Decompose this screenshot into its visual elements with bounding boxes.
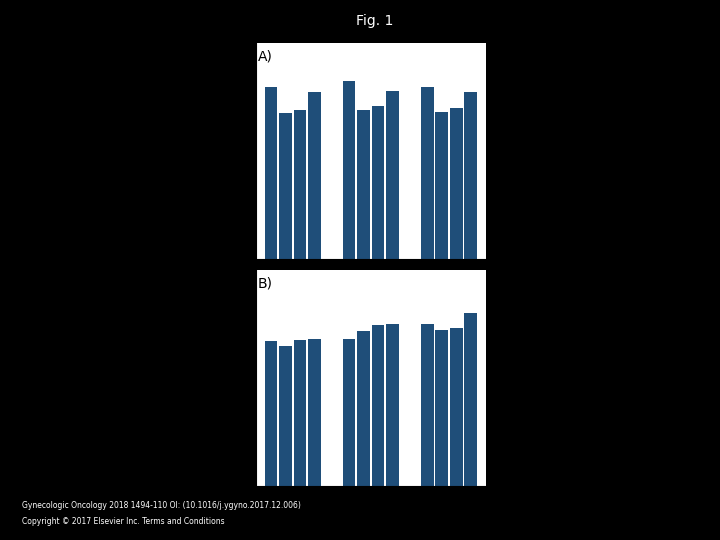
Bar	[294, 340, 306, 486]
Bar	[308, 92, 321, 259]
Text: Fig. 1: Fig. 1	[356, 14, 393, 28]
Bar	[436, 330, 448, 486]
Bar	[343, 339, 356, 486]
Bar	[372, 325, 384, 486]
Bar	[264, 341, 277, 486]
Bar	[308, 339, 321, 486]
Bar	[372, 106, 384, 259]
Bar	[294, 110, 306, 259]
Text: 2011-2014: 2011-2014	[426, 539, 472, 540]
Bar	[357, 331, 370, 486]
Bar	[279, 346, 292, 486]
Bar	[450, 328, 462, 486]
Text: 2004-2007: 2004-2007	[270, 312, 315, 321]
Text: 2008-2010: 2008-2010	[348, 539, 393, 540]
Bar	[420, 325, 433, 486]
Bar	[343, 81, 356, 259]
Bar	[464, 92, 477, 259]
Text: Copyright © 2017 Elsevier Inc. Terms and Conditions: Copyright © 2017 Elsevier Inc. Terms and…	[22, 517, 224, 526]
Bar	[420, 87, 433, 259]
Bar	[436, 112, 448, 259]
Bar	[386, 91, 399, 259]
Bar	[279, 113, 292, 259]
Bar	[450, 108, 462, 259]
Bar	[264, 87, 277, 259]
Bar	[464, 313, 477, 486]
Bar	[357, 110, 370, 259]
Bar	[386, 325, 399, 486]
Text: 2004-2007: 2004-2007	[270, 539, 315, 540]
Text: 2008-2010: 2008-2010	[348, 312, 393, 321]
Text: B): B)	[258, 276, 273, 291]
Text: A): A)	[258, 50, 273, 64]
Text: 2011-2014: 2011-2014	[426, 312, 472, 321]
Text: Gynecologic Oncology 2018 1494-110 OI: (10.1016/j.ygyno.2017.12.006): Gynecologic Oncology 2018 1494-110 OI: (…	[22, 501, 300, 510]
